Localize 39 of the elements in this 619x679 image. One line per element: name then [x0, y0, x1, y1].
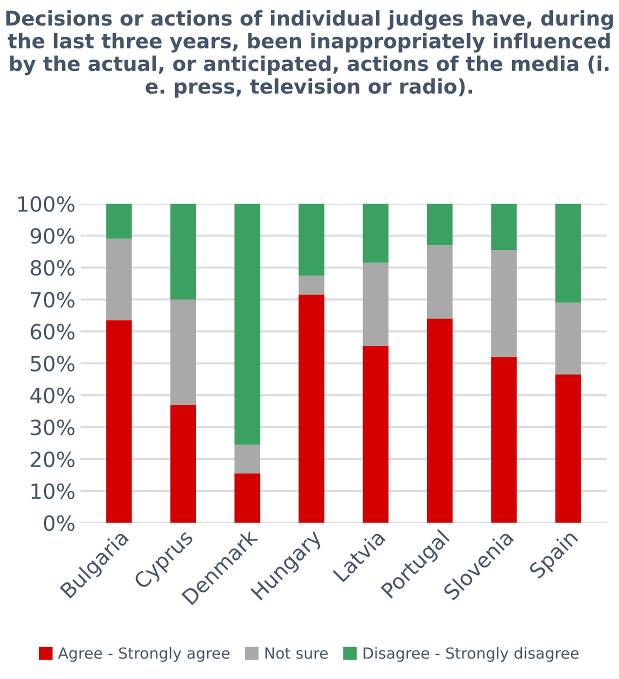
bar [170, 299, 196, 405]
bar [298, 276, 324, 295]
bar [555, 302, 581, 374]
bar [555, 374, 581, 523]
bar [491, 204, 517, 250]
bar [362, 204, 388, 263]
y-tick-label: 30% [30, 420, 74, 436]
bar [170, 204, 196, 300]
y-tick-label: 40% [30, 388, 74, 404]
bar [298, 204, 324, 276]
bar [106, 320, 132, 523]
chart-title: Decisions or actions of individual judges have, during the last three years, been inappropriately influenced by the actual, or anticipated, actions of the media (i. e. press, television or radio). [6, 10, 613, 98]
bar [170, 404, 196, 523]
bar [234, 473, 260, 523]
bar [362, 262, 388, 346]
y-tick-label: 90% [30, 228, 74, 244]
legend-label: Agree - Strongly agree [58, 647, 230, 662]
legend-label: Disagree - Strongly disagree [364, 647, 579, 662]
bar [106, 204, 132, 239]
y-tick-label: 10% [32, 483, 74, 500]
bar [426, 204, 453, 246]
bar [426, 318, 453, 523]
y-tick-label: 50% [30, 356, 74, 372]
legend-label: Not sure [265, 648, 328, 659]
bar [106, 238, 132, 320]
bar [491, 356, 517, 523]
bar [234, 444, 260, 474]
y-tick-label: 20% [30, 451, 74, 468]
bar [426, 245, 453, 319]
y-tick-label: 100% [18, 196, 74, 212]
bar [491, 250, 517, 357]
y-tick-label: 60% [30, 324, 74, 340]
y-tick-label: 80% [30, 260, 74, 276]
bar [298, 294, 324, 523]
y-tick-label: 0% [44, 515, 74, 532]
bar [234, 204, 260, 445]
bar [555, 204, 581, 303]
bar [362, 346, 388, 523]
y-tick-label: 70% [31, 292, 74, 308]
